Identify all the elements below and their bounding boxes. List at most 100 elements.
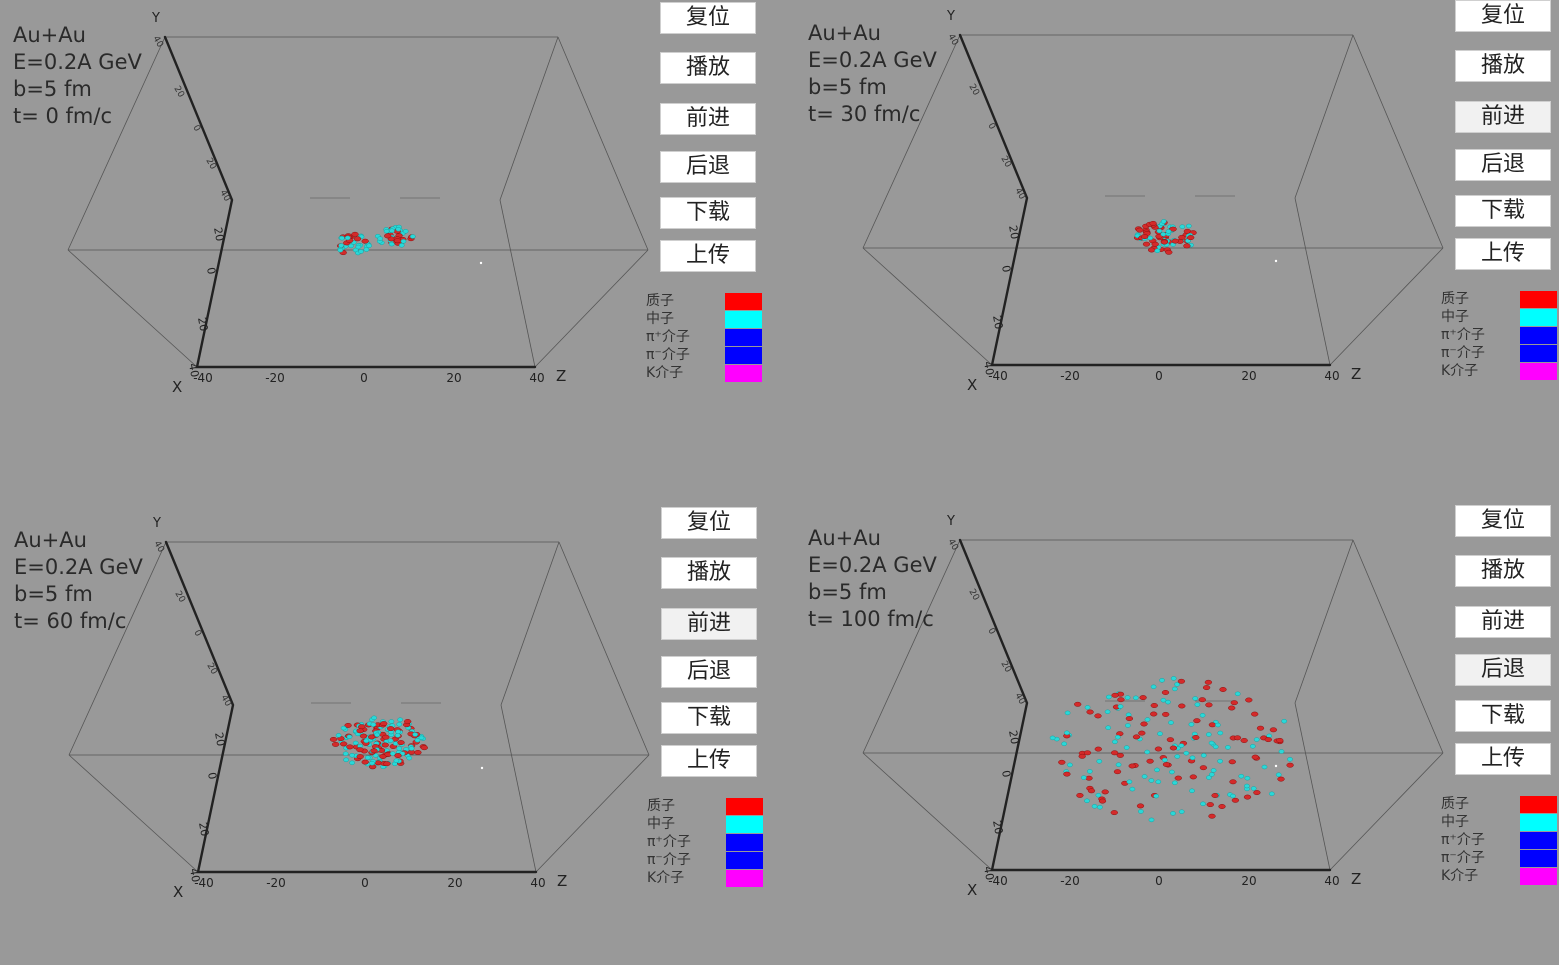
- neutron-particle: [1170, 811, 1176, 816]
- legend-label: K介子: [646, 365, 684, 381]
- neutron-particle: [1144, 749, 1151, 755]
- play-button[interactable]: 播放: [1455, 555, 1551, 587]
- proton-particle: [1140, 234, 1149, 240]
- play-button[interactable]: 播放: [660, 52, 756, 84]
- proton-particle: [1136, 803, 1145, 809]
- proton-particle: [1183, 243, 1191, 249]
- legend-item: π⁻介子: [1441, 849, 1559, 867]
- neutron-particle: [1160, 231, 1167, 237]
- proton-particle: [346, 744, 354, 750]
- legend-swatch: [726, 798, 763, 815]
- neutron-particle: [352, 740, 359, 746]
- play-button[interactable]: 播放: [661, 557, 757, 589]
- particle-cloud: [1049, 676, 1294, 823]
- energy-label: E=0.2A GeV: [14, 555, 143, 579]
- legend-item: 中子: [1441, 308, 1559, 326]
- neutron-particle: [1178, 809, 1185, 814]
- neutron-particle: [1225, 745, 1231, 750]
- legend-item: 质子: [1441, 290, 1559, 308]
- back-button[interactable]: 后退: [660, 151, 756, 183]
- proton-particle: [1171, 238, 1179, 244]
- z-tick-label: 40: [1324, 874, 1339, 888]
- neutron-particle: [1200, 753, 1207, 758]
- upload-button[interactable]: 上传: [1455, 238, 1551, 270]
- download-button[interactable]: 下载: [661, 702, 757, 734]
- impact-parameter-label: b=5 fm: [13, 77, 92, 101]
- proton-particle: [359, 733, 368, 739]
- neutron-particle: [1238, 773, 1245, 779]
- legend-swatch: [1520, 814, 1557, 831]
- legend-item: 中子: [647, 815, 767, 833]
- y-axis-label: Y: [946, 9, 955, 24]
- neutron-particle: [1185, 223, 1192, 229]
- proton-particle: [356, 754, 364, 760]
- download-button[interactable]: 下载: [1455, 700, 1551, 732]
- particle-legend: 质子 中子 π⁺介子 π⁻介子 K介子: [1441, 290, 1559, 380]
- legend-item: K介子: [1441, 867, 1559, 885]
- neutron-particle: [1141, 774, 1148, 779]
- upload-button[interactable]: 上传: [661, 745, 757, 777]
- forward-button[interactable]: 前进: [1455, 101, 1551, 133]
- back-button[interactable]: 后退: [1455, 654, 1551, 686]
- legend-item: π⁺介子: [646, 328, 766, 346]
- particle-cloud: [329, 715, 428, 770]
- y-tick-label: 0: [985, 627, 997, 637]
- download-button[interactable]: 下载: [660, 197, 756, 229]
- neutron-particle: [1156, 228, 1163, 234]
- y-tick-label: 40: [945, 33, 960, 48]
- proton-particle: [1178, 703, 1186, 709]
- neutron-particle: [1148, 778, 1155, 783]
- reset-button[interactable]: 复位: [661, 507, 757, 539]
- legend-label: π⁻介子: [1441, 850, 1485, 866]
- reset-button[interactable]: 复位: [660, 2, 756, 34]
- legend-item: 质子: [1441, 795, 1559, 813]
- z-tick-label: 40: [530, 876, 545, 890]
- particle-cloud: [1133, 219, 1197, 255]
- reset-button[interactable]: 复位: [1455, 505, 1551, 537]
- neutron-particle: [1278, 749, 1285, 754]
- proton-particle: [1253, 790, 1261, 796]
- proton-particle: [1204, 679, 1213, 685]
- origin-marker: [479, 261, 483, 265]
- neutron-particle: [1144, 717, 1151, 722]
- upload-button[interactable]: 上传: [1455, 743, 1551, 775]
- neutron-particle: [1215, 722, 1221, 728]
- neutron-particle: [1160, 697, 1167, 703]
- y-tick-label: 20: [966, 588, 981, 603]
- x-tick-label: 20: [990, 819, 1005, 835]
- neutron-particle: [1249, 744, 1256, 749]
- neutron-particle: [1064, 730, 1070, 736]
- neutron-particle: [1105, 725, 1112, 730]
- z-tick-label: -20: [1060, 874, 1080, 888]
- neutron-particle: [1096, 759, 1103, 764]
- upload-button[interactable]: 上传: [660, 240, 756, 272]
- neutron-particle: [342, 751, 349, 756]
- proton-particle: [1228, 759, 1236, 765]
- proton-particle: [361, 238, 369, 244]
- legend-label: π⁺介子: [647, 834, 691, 850]
- z-tick-label: 20: [1241, 874, 1256, 888]
- play-button[interactable]: 播放: [1455, 50, 1551, 82]
- forward-button[interactable]: 前进: [661, 608, 757, 640]
- reset-button[interactable]: 复位: [1455, 0, 1551, 32]
- x-tick-label: 20: [1006, 224, 1021, 240]
- forward-button[interactable]: 前进: [660, 103, 756, 135]
- x-tick-label: 40: [186, 362, 201, 378]
- neutron-particle: [397, 717, 404, 722]
- proton-particle: [1193, 718, 1201, 724]
- back-button[interactable]: 后退: [661, 656, 757, 688]
- back-button[interactable]: 后退: [1455, 149, 1551, 181]
- proton-particle: [1189, 774, 1197, 780]
- download-button[interactable]: 下载: [1455, 195, 1551, 227]
- neutron-particle: [1125, 723, 1131, 728]
- proton-particle: [381, 742, 389, 748]
- y-tick-label: 40: [945, 538, 960, 553]
- forward-button[interactable]: 前进: [1455, 606, 1551, 638]
- neutron-particle: [418, 735, 425, 741]
- proton-particle: [380, 721, 388, 727]
- proton-particle: [1098, 798, 1107, 804]
